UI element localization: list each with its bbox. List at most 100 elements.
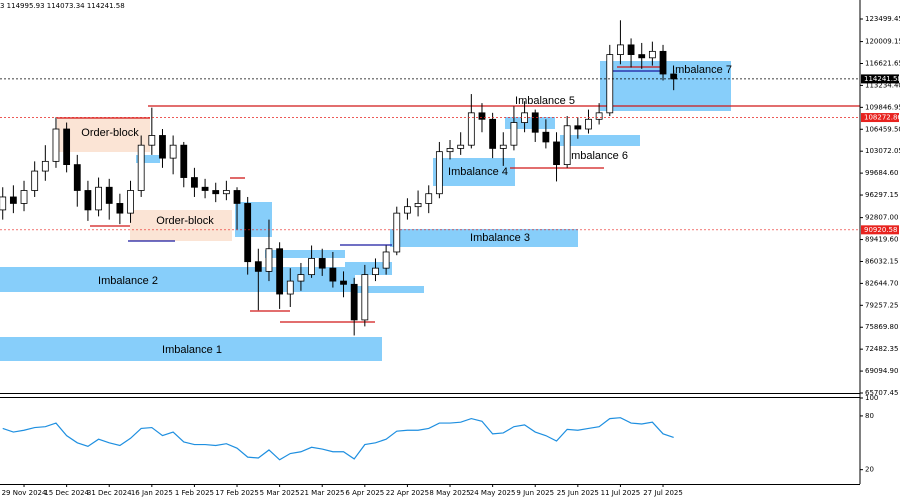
x-tick-label: 11 Jul 2025 [601,489,641,497]
price-label: 90920.58 [864,226,897,234]
zone-label: Order-block [81,127,139,139]
candle-body [265,248,273,272]
header-text: 3 114995.93 114073.34 114241.58 [0,2,125,10]
x-tick-label: 24 May 2025 [470,489,516,497]
candle-body [617,44,624,55]
y-tick-label: 99684.60 [865,169,898,177]
x-tick-label: 8 May 2025 [429,489,470,497]
x-tick-label: 25 Jun 2025 [557,489,599,497]
candle-body [95,186,102,211]
candle-body [659,50,667,75]
y-tick-label: 82644.70 [865,279,898,287]
candle-body [52,128,60,162]
candle-body [531,112,539,133]
candle-body [414,203,422,208]
imbalance-zone [136,155,160,163]
candle-body [435,151,443,195]
candle-body [286,280,294,295]
candle-body [318,258,326,269]
x-tick-label: 6 Apr 2025 [345,489,384,497]
zone-labels: Order-block Order-block Imbalance 1 Imba… [81,64,732,356]
y-tick-label: 123499.45 [865,15,900,23]
candle-body [585,118,592,130]
y-tick-label: 72482.35 [865,345,898,353]
candle-body [404,206,411,214]
price-label: 108272.86 [864,114,900,122]
imbalance-zone [0,267,355,292]
candle-body [308,258,315,276]
candle-body [201,186,209,191]
zone-label: Imbalance 5 [515,95,575,107]
zones [0,61,731,361]
y-tick-label: 96297.15 [865,191,898,199]
candle-body [212,190,220,195]
candle-body [595,112,603,120]
candle-body [31,170,39,191]
candle-body [191,177,198,188]
candle-body [627,44,635,55]
zone-label: Order-block [156,215,214,227]
candle-body [73,164,81,191]
candle-body [467,112,475,146]
y-tick-label: 75869.80 [865,323,898,331]
x-tick-label: 16 Jan 2025 [131,489,173,497]
candle-body [606,54,614,114]
candle-body [340,280,347,285]
candle-body [350,283,358,321]
candle-body [499,144,507,149]
price-label: 114241.58 [864,75,900,83]
y-tick-label: 89419.60 [865,236,898,244]
x-tick-label: 5 Mar 2025 [260,489,300,497]
candle-body [574,125,582,130]
candle-body [670,73,678,80]
order-block-zone [130,210,232,241]
zone-label: Imbalance 7 [672,64,732,76]
y-tick-label: 69094.90 [865,367,898,375]
imbalance-zone [433,158,515,186]
x-tick-label: 9 Jun 2025 [516,489,554,497]
imbalance-zone [390,229,578,247]
x-tick-label: 22 Apr 2025 [386,489,429,497]
y-tick-label: 103072.05 [865,147,900,155]
candle-body [393,212,401,253]
y-tick-label: 120009.15 [865,38,900,46]
y-tick-label: 79257.25 [865,301,898,309]
oscillator-line [2,417,674,461]
candle-body [9,196,17,204]
zone-label: Imbalance 4 [448,166,508,178]
x-tick-label: 15 Dec 2024 [44,489,89,497]
y-tick-label: 92807.00 [865,214,898,222]
candle-body [0,196,7,211]
zone-label: Imbalance 2 [98,275,158,287]
candle-body [510,122,518,146]
candle-body [329,267,337,282]
zone-label: Imbalance 3 [470,232,530,244]
x-tick-label: 27 Jul 2025 [643,489,683,497]
candle-body [382,251,390,269]
candle-body [116,203,124,214]
candle-body [169,144,177,159]
y-tick-label: 65707.45 [865,389,898,397]
candle-body [105,186,113,204]
y-tick-label: 86032.15 [865,257,898,265]
y-tick-label: 109846.95 [865,103,900,111]
candle-body [542,131,550,143]
candle-body [254,261,262,272]
x-tick-label: 17 Feb 2025 [215,489,259,497]
y-tick-label: 116621.65 [865,60,900,68]
candle-body [127,190,134,214]
candle-body [84,190,92,211]
candle-body [148,135,156,146]
y-tick-label: 100 [865,394,878,402]
y-tick-label: 20 [865,466,874,474]
candle-body [478,112,486,120]
candle-body [20,190,28,204]
candle-body [553,141,560,166]
candle-body [457,144,465,149]
y-tick-label: 106459.50 [865,125,900,133]
candle-body [233,190,241,204]
x-tick-label: 29 Nov 2024 [2,489,47,497]
candle-body [638,54,646,59]
candle-body [137,144,145,191]
x-tick-label: 21 Mar 2025 [300,489,344,497]
